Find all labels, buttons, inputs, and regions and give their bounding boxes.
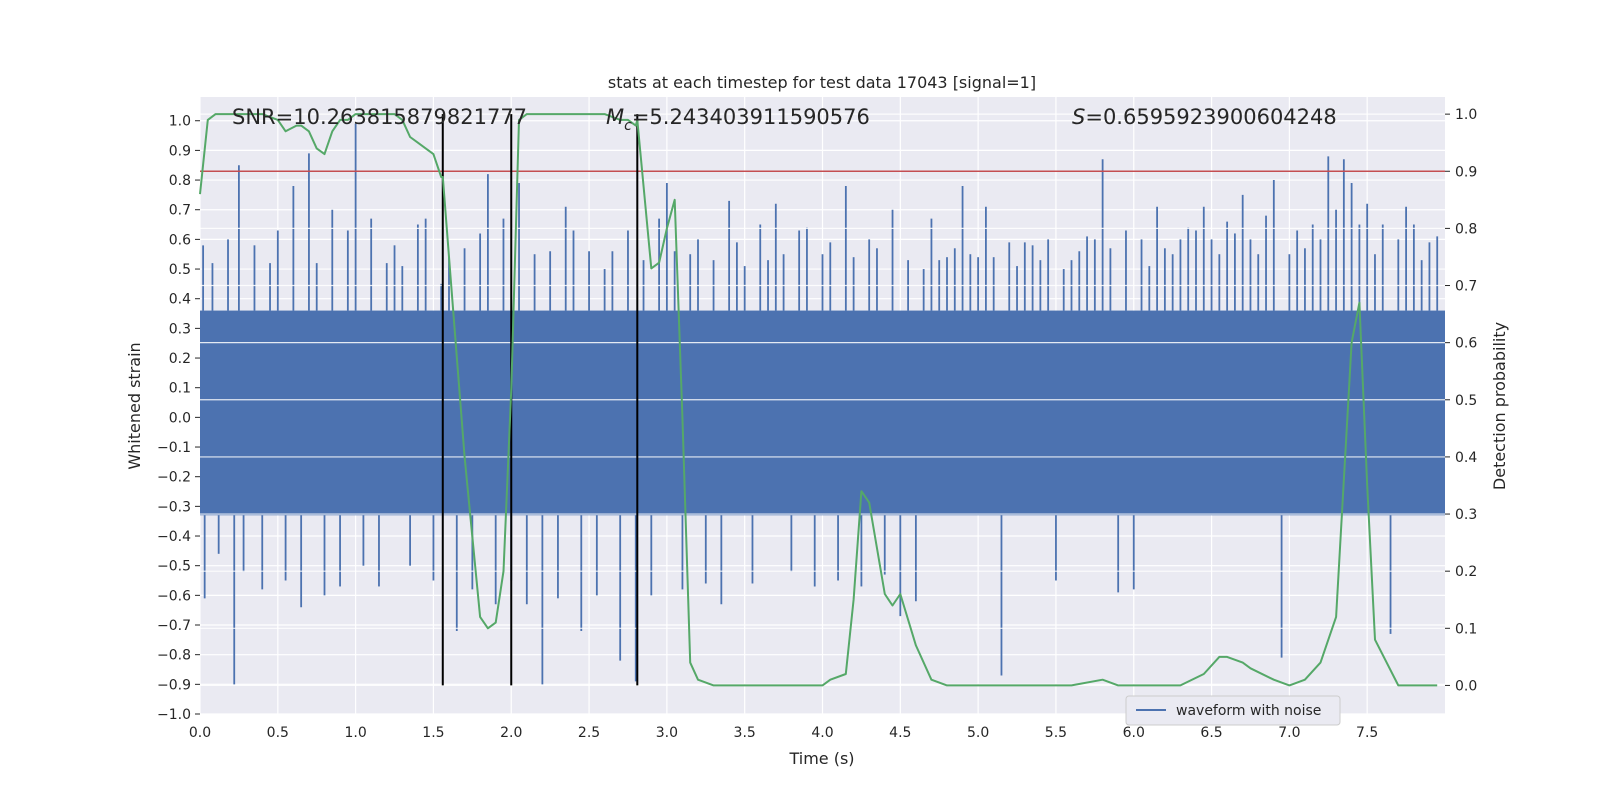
s-annotation: S=0.6595923900604248 — [1072, 105, 1337, 129]
y-right-tick-label: 0.6 — [1455, 336, 1477, 352]
x-tick-label: 7.0 — [1278, 725, 1300, 741]
y-axis-left-title: Whitened strain — [125, 342, 144, 469]
y-left-tick-label: −0.1 — [157, 440, 191, 456]
s-symbol: S — [1072, 105, 1085, 129]
s-value: =0.6595923900604248 — [1085, 105, 1336, 129]
y-left-tick-label: 0.4 — [169, 292, 191, 308]
x-tick-label: 5.5 — [1045, 725, 1067, 741]
waveform-series — [200, 113, 1445, 687]
y-left-tick-label: 0.3 — [169, 321, 191, 337]
y-left-tick-label: −0.4 — [157, 529, 191, 545]
y-left-tick-label: 0.9 — [169, 143, 191, 159]
y-axis-right-title: Detection probability — [1490, 322, 1509, 490]
y-left-tick-label: −0.3 — [157, 499, 191, 515]
chirp-mass-subscript: c — [624, 118, 632, 134]
x-axis-ticks: 0.0 0.5 1.0 1.5 2.0 2.5 3.0 3.5 4.0 4.5 5.0 5.5 6.0 6… — [189, 725, 1378, 741]
y-right-tick-label: 0.1 — [1455, 621, 1477, 637]
y-right-tick-label: 0.5 — [1455, 393, 1477, 409]
y-right-tick-label: 0.0 — [1455, 678, 1477, 694]
y-left-tick-label: −0.7 — [157, 618, 191, 634]
x-tick-label: 5.0 — [967, 725, 989, 741]
y-right-tick-label: 0.9 — [1455, 164, 1477, 180]
y-left-tick-label: −1.0 — [157, 707, 191, 723]
legend-label: waveform with noise — [1176, 703, 1321, 719]
y-axis-left-ticks: 1.0 0.9 0.8 0.7 0.6 0.5 0.4 0.3 0.2 0.1 0.0 −0.1 −0.… — [157, 114, 200, 723]
y-left-tick-label: −0.2 — [157, 470, 191, 486]
y-left-tick-label: 0.5 — [169, 262, 191, 278]
y-left-tick-label: −0.6 — [157, 588, 191, 604]
x-tick-label: 7.5 — [1356, 725, 1378, 741]
x-tick-label: 4.5 — [889, 725, 911, 741]
x-tick-label: 3.5 — [734, 725, 756, 741]
x-tick-label: 6.0 — [1123, 725, 1145, 741]
x-axis-title: Time (s) — [788, 749, 854, 768]
y-left-tick-label: −0.8 — [157, 648, 191, 664]
y-left-tick-label: 0.8 — [169, 173, 191, 189]
probability-line — [199, 113, 1438, 687]
y-left-tick-label: 0.2 — [169, 351, 191, 367]
x-tick-label: 2.0 — [500, 725, 522, 741]
y-right-tick-label: 0.7 — [1455, 279, 1477, 295]
legend: waveform with noise — [1125, 695, 1341, 726]
x-tick-label: 0.5 — [267, 725, 289, 741]
y-right-tick-label: 0.2 — [1455, 564, 1477, 580]
x-tick-label: 3.0 — [656, 725, 678, 741]
chart-title: stats at each timestep for test data 170… — [608, 73, 1036, 92]
y-right-tick-label: 0.8 — [1455, 221, 1477, 237]
y-left-tick-label: −0.5 — [157, 559, 191, 575]
probability-series — [199, 113, 1438, 687]
snr-annotation: SNR=10.263815879821777 — [232, 105, 527, 129]
chirp-mass-value: =5.243403911590576 — [632, 105, 870, 129]
x-tick-label: 2.5 — [578, 725, 600, 741]
y-right-tick-label: 1.0 — [1455, 107, 1477, 123]
waveform-band — [200, 310, 1445, 516]
y-left-tick-label: 0.0 — [169, 410, 191, 426]
y-right-tick-label: 0.4 — [1455, 450, 1477, 466]
y-right-tick-label: 0.3 — [1455, 507, 1477, 523]
chirp-mass-symbol: M — [606, 105, 624, 129]
y-left-tick-label: −0.9 — [157, 677, 191, 693]
y-axis-right-ticks: 1.0 0.9 0.8 0.7 0.6 0.5 0.4 0.3 0.2 0.1 0.0 — [1445, 107, 1477, 694]
y-left-tick-label: 1.0 — [169, 114, 191, 130]
y-left-tick-label: 0.7 — [169, 203, 191, 219]
x-tick-label: 6.5 — [1200, 725, 1222, 741]
legend-box — [1125, 695, 1341, 726]
y-left-tick-label: 0.1 — [169, 381, 191, 397]
x-tick-label: 1.5 — [422, 725, 444, 741]
x-tick-label: 4.0 — [811, 725, 833, 741]
y-left-tick-label: 0.6 — [169, 232, 191, 248]
x-tick-label: 1.0 — [344, 725, 366, 741]
x-tick-label: 0.0 — [189, 725, 211, 741]
chirp-mass-annotation: Mc=5.243403911590576 — [606, 105, 870, 134]
